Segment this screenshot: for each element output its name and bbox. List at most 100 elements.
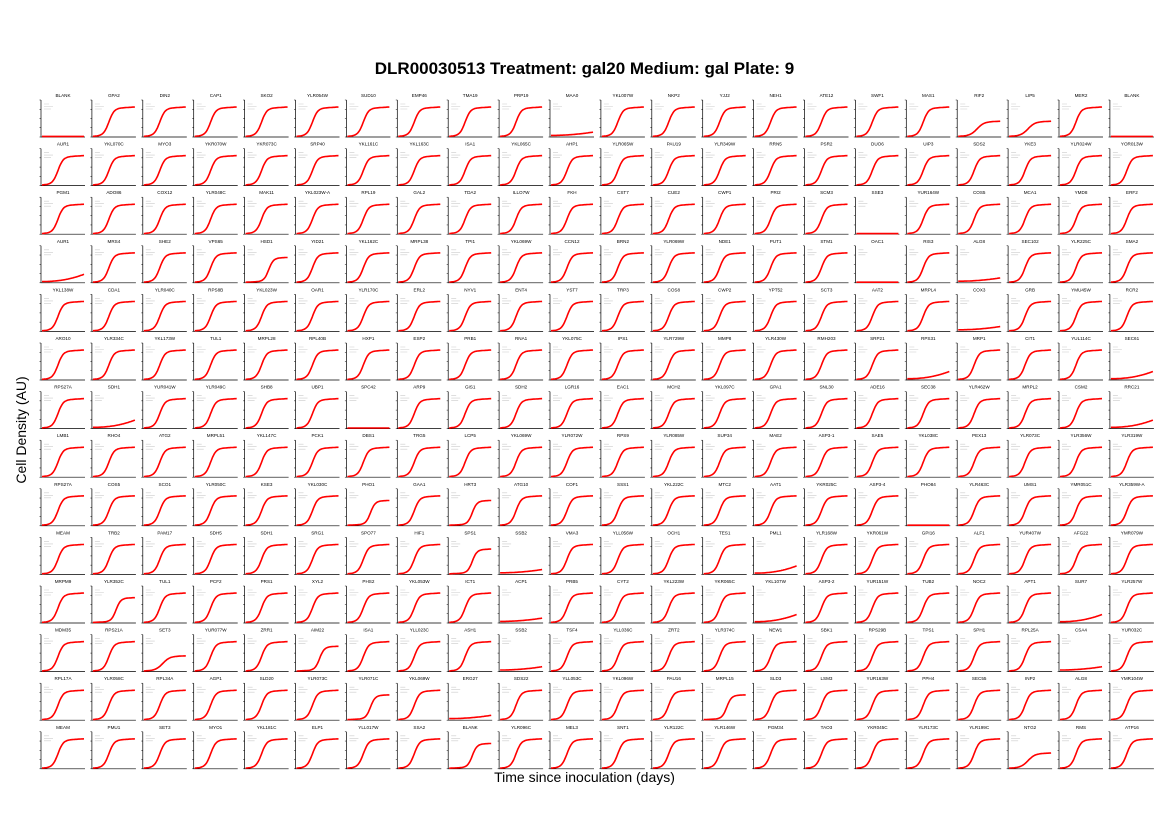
panel-label: MRP1 — [973, 336, 986, 341]
growth-curve — [703, 446, 746, 478]
growth-panel: ILLO7W — [497, 190, 544, 235]
growth-curve — [958, 446, 1001, 478]
growth-curve — [601, 349, 644, 381]
growth-curve — [1009, 349, 1052, 381]
growth-panel: GPA2 — [90, 93, 136, 138]
panel-axes — [142, 683, 187, 721]
panel-label: YLR050C — [206, 482, 227, 487]
panel-annotation — [960, 686, 970, 693]
growth-panel: GPI16 — [904, 530, 951, 575]
panel-label: YLL056W — [613, 530, 634, 535]
panel-axes — [804, 148, 849, 186]
growth-panel: TUL1 — [192, 336, 238, 381]
panel-annotation — [145, 735, 155, 742]
panel-axes — [600, 294, 645, 332]
panel-annotation — [807, 395, 817, 401]
panel-label: AUR1 — [57, 142, 70, 147]
growth-curve — [92, 419, 136, 429]
growth-panel: YLR065W — [599, 142, 645, 186]
panel-label: RPS27A — [54, 385, 73, 390]
panel-axes — [702, 391, 747, 429]
panel-axes — [295, 197, 340, 235]
panel-label: YLL053C — [562, 676, 582, 681]
growth-curve — [754, 495, 797, 526]
growth-curve — [347, 499, 390, 526]
growth-curve — [856, 300, 899, 332]
panel-annotation — [553, 152, 562, 158]
panel-label: YKL181C — [257, 725, 277, 730]
growth-curve — [245, 592, 288, 624]
growth-curve — [500, 617, 543, 623]
growth-curve — [754, 446, 797, 478]
panel-label: YLR122C — [664, 725, 685, 730]
panel-axes — [142, 100, 187, 138]
growth-curve — [296, 645, 339, 672]
panel-axes — [40, 731, 85, 770]
growth-panel: PRB1 — [446, 336, 493, 381]
growth-curve — [245, 640, 288, 672]
growth-curve — [194, 397, 237, 429]
panel-label: YKL023W — [256, 287, 277, 292]
growth-curve — [92, 252, 135, 283]
growth-curve — [958, 495, 1001, 526]
growth-panel: YLR069W — [650, 239, 696, 284]
panel-axes — [956, 488, 1002, 527]
growth-panel: BLANK — [1108, 93, 1154, 138]
growth-panel: YKL173W — [141, 336, 187, 381]
growth-panel: ATG2 — [141, 433, 187, 478]
growth-panel: YLR225C — [1057, 239, 1103, 284]
growth-panel: AFG22 — [1057, 530, 1103, 575]
panel-label: SDH1 — [260, 530, 273, 535]
growth-curve — [500, 495, 543, 526]
panel-label: LIP5 — [1025, 93, 1035, 98]
growth-curve — [398, 543, 441, 575]
growth-curve — [398, 106, 441, 138]
panel-annotation — [298, 492, 308, 499]
growth-curve — [703, 592, 746, 624]
growth-curve — [754, 738, 797, 769]
panel-axes — [447, 100, 493, 138]
panel-annotation — [94, 735, 104, 742]
growth-curve — [601, 252, 644, 283]
growth-curve — [754, 613, 797, 623]
panel-annotation — [807, 589, 817, 596]
panel-annotation — [553, 638, 562, 644]
growth-panel: YLR352C — [90, 579, 136, 624]
panel-annotation — [196, 346, 206, 353]
panel-label: YKL038C — [918, 433, 938, 438]
panel-annotation — [858, 589, 868, 596]
growth-panel: TAO3 — [803, 725, 849, 770]
panel-axes — [498, 537, 544, 575]
panel-axes — [753, 731, 798, 770]
panel-label: SUR7 — [1075, 579, 1088, 584]
panel-axes — [193, 586, 238, 624]
panel-label: ASH1 — [464, 628, 476, 633]
panel-annotation — [756, 443, 766, 450]
growth-curve — [194, 543, 237, 575]
panel-axes — [244, 391, 289, 429]
panel-annotation — [1011, 735, 1021, 742]
panel-annotation — [400, 735, 410, 742]
panel-axes — [600, 245, 645, 284]
panel-label: DUO6 — [871, 142, 884, 147]
growth-curve — [652, 495, 695, 526]
panel-axes — [804, 634, 849, 672]
growth-panel: RPS9 — [599, 433, 645, 478]
growth-panel: YMD8 — [1057, 190, 1103, 235]
panel-axes — [295, 440, 340, 478]
panel-annotation — [553, 346, 562, 353]
panel-axes — [956, 148, 1002, 186]
growth-curve — [449, 742, 492, 769]
panel-label: SSE3 — [872, 190, 884, 195]
growth-panel: PRB5 — [548, 579, 594, 624]
growth-panel: RNA1 — [497, 336, 544, 381]
panel-annotation — [44, 298, 53, 304]
panel-annotation — [44, 686, 53, 693]
panel-axes — [753, 586, 798, 624]
panel-axes — [804, 683, 849, 721]
panel-annotation — [502, 152, 512, 158]
panel-label: YKL069W — [409, 676, 430, 681]
panel-axes — [855, 634, 900, 672]
panel-label: BRN2 — [617, 239, 630, 244]
growth-curve — [601, 738, 644, 769]
